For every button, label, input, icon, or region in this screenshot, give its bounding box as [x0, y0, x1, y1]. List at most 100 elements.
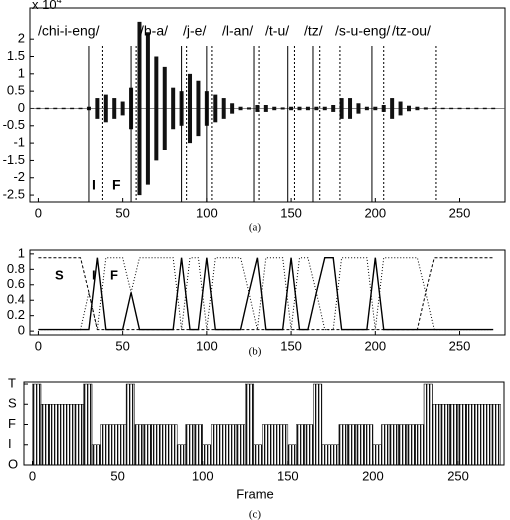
y-tick-label: O [8, 456, 18, 471]
state-bar [100, 424, 110, 466]
y-tick-label: I [8, 436, 12, 451]
state-bar [474, 404, 484, 466]
state-bar [279, 424, 289, 466]
y-tick-label: 1 [18, 65, 25, 80]
segment-label: F [112, 177, 121, 193]
state-bar [236, 424, 246, 466]
state-bar [108, 424, 118, 466]
x-tick-label: 200 [364, 338, 386, 353]
caption: (c) [249, 509, 262, 520]
syllable-label: /j-e/ [183, 23, 206, 39]
state-bar [134, 424, 144, 466]
multiplier-exponent: 4 [57, 0, 62, 5]
state-bar [66, 404, 76, 466]
x-tick-label: 0 [35, 338, 42, 353]
y-tick-label: 1 [18, 245, 25, 260]
x-tick-label: 50 [110, 468, 124, 483]
state-bar [193, 424, 203, 466]
y-tick-label: 0.8 [7, 261, 25, 276]
state-bar [185, 424, 195, 466]
state-bar [202, 444, 212, 466]
y-tick-label: 0.5 [7, 83, 25, 98]
state-bar [415, 424, 425, 466]
state-bar [219, 424, 229, 466]
state-bar [159, 424, 169, 466]
syllable-label: /b-a/ [140, 23, 168, 39]
state-bar [74, 404, 84, 466]
state-bar [176, 444, 186, 466]
series-label: S [55, 267, 64, 282]
state-bar [423, 383, 433, 466]
x-tick-label: 150 [277, 468, 299, 483]
y-tick-label: 0.2 [7, 307, 25, 322]
state-bar [491, 404, 501, 466]
state-bar [364, 424, 374, 466]
state-bar [262, 424, 272, 466]
state-bar [83, 383, 93, 466]
state-bar [168, 424, 178, 466]
y-tick-label: -2.5 [3, 187, 25, 202]
x-tick-label: 200 [364, 205, 386, 220]
y-tick-label: 0.6 [7, 276, 25, 291]
state-bar [151, 424, 161, 466]
state-bar [432, 404, 442, 466]
series-line [38, 257, 494, 331]
x-tick-label: 150 [280, 205, 302, 220]
state-bar [440, 404, 450, 466]
state-bar [49, 404, 59, 466]
syllable-label: /tz-ou/ [392, 23, 431, 39]
state-bar [347, 424, 357, 466]
state-bar [296, 424, 306, 466]
state-bar [287, 444, 297, 466]
x-tick-label: 100 [192, 468, 214, 483]
y-tick-label: S [8, 396, 17, 411]
state-bar [125, 383, 135, 466]
y-tick-label: 0 [18, 323, 25, 338]
x-tick-label: 50 [115, 205, 129, 220]
state-bar [117, 424, 127, 466]
y-tick-label: -2 [13, 169, 25, 184]
state-bar [466, 404, 476, 466]
plot-frame [29, 7, 506, 203]
state-bar [32, 383, 42, 466]
state-bar [372, 444, 382, 466]
x-tick-label: 0 [29, 468, 36, 483]
state-bar [398, 424, 408, 466]
x-tick-label: 100 [196, 205, 218, 220]
y-tick-label: 0.4 [7, 292, 25, 307]
series-label: I [92, 267, 96, 282]
series-label: F [110, 267, 118, 282]
plot-frame [29, 249, 506, 336]
caption: (b) [249, 346, 262, 358]
syllable-label: /chi-i-eng/ [38, 23, 100, 39]
state-bar [338, 424, 348, 466]
x-tick-label: 50 [115, 338, 129, 353]
series-line [38, 257, 494, 331]
state-bar [210, 424, 220, 466]
y-tick-label: 0 [18, 100, 25, 115]
y-tick-label: -1.5 [3, 152, 25, 167]
y-tick-label: F [8, 416, 16, 431]
syllable-label: /tz/ [304, 23, 323, 39]
state-bar [406, 424, 416, 466]
y-tick-label: -0.5 [3, 117, 25, 132]
x-tick-label: 150 [280, 338, 302, 353]
syllable-label: /t-u/ [265, 23, 289, 39]
multiplier-base: x 10 [32, 0, 57, 12]
state-bar [245, 383, 255, 466]
state-bar [228, 424, 238, 466]
state-bar [313, 383, 323, 466]
state-bar [40, 404, 50, 466]
x-tick-label: 100 [196, 338, 218, 353]
state-bar [91, 444, 101, 466]
x-tick-label: 0 [35, 205, 42, 220]
state-bar [355, 424, 365, 466]
y-tick-label: 2 [18, 31, 25, 46]
state-bar [330, 444, 340, 466]
segment-label: I [92, 177, 96, 193]
state-bar [304, 424, 314, 466]
y-multiplier: x 104 [32, 0, 62, 12]
state-bar [483, 404, 493, 466]
state-bar [389, 424, 399, 466]
